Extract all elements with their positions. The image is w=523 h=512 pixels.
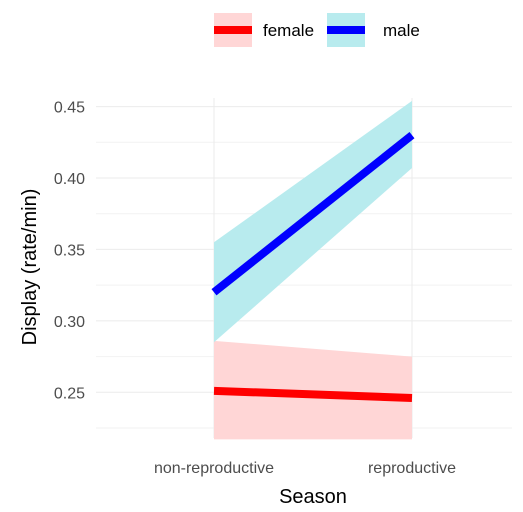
y-axis-title: Display (rate/min): [19, 189, 41, 346]
legend-label-male: male: [383, 21, 420, 40]
legend-label-female: female: [263, 21, 314, 40]
x-axis-tick-labels: non-reproductive reproductive: [154, 460, 456, 477]
female-series-line: [213, 386, 413, 402]
y-tick-label-0: 0.25: [54, 385, 85, 402]
series-lines: [211, 132, 415, 402]
y-tick-label-2: 0.35: [54, 242, 85, 259]
x-axis-title: Season: [279, 486, 347, 508]
y-axis-tick-labels: 0.25 0.30 0.35 0.40 0.45: [54, 100, 85, 403]
male-confidence-band: [214, 100, 412, 343]
y-tick-label-3: 0.40: [54, 171, 85, 188]
x-tick-label-0: non-reproductive: [154, 460, 274, 477]
female-confidence-band: [214, 340, 412, 440]
confidence-bands: [214, 100, 412, 440]
legend: female male: [214, 13, 420, 47]
y-tick-label-1: 0.30: [54, 314, 85, 331]
legend-item-male: male: [327, 13, 420, 47]
legend-item-female: female: [214, 13, 314, 47]
y-tick-label-4: 0.45: [54, 100, 85, 117]
x-tick-label-1: reproductive: [368, 460, 456, 477]
male-series-line: [211, 132, 415, 296]
